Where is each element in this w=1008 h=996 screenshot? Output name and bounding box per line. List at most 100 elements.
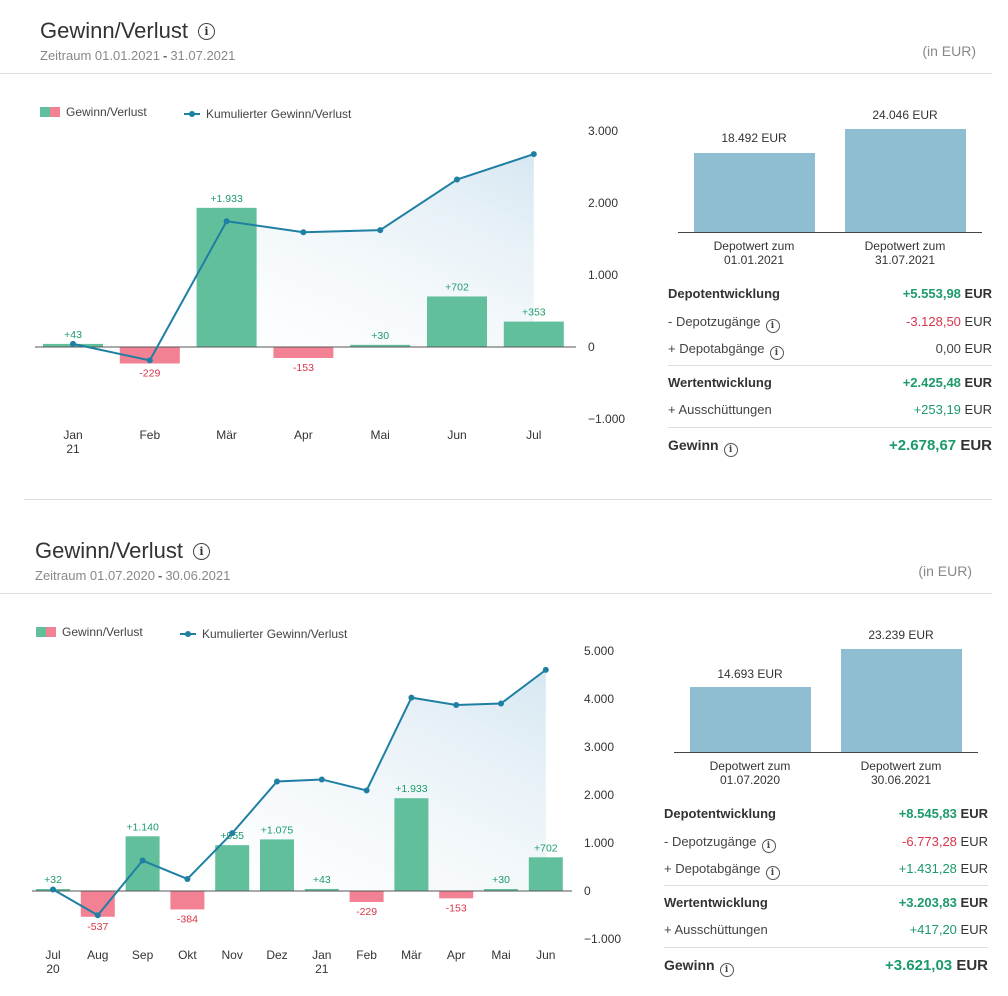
- bar: [349, 891, 384, 902]
- bar-value-label: +702: [445, 281, 469, 293]
- depot-end-date: 30.06.2021: [870, 773, 932, 787]
- bar: [125, 836, 160, 891]
- cumulative-point: [300, 229, 307, 236]
- summary-label: + Depotabgänge: [664, 861, 761, 876]
- info-icon[interactable]: i: [761, 839, 776, 853]
- summary-divider: [668, 365, 992, 366]
- x-tick-label: 21: [315, 962, 329, 976]
- cumulative-point: [377, 227, 384, 234]
- legend-swatch-line: [180, 631, 196, 637]
- period-separator: -: [157, 568, 163, 583]
- depot-baseline: [674, 752, 978, 753]
- x-tick-label: 21: [66, 442, 80, 456]
- x-tick-label: Jul: [45, 948, 60, 962]
- legend-swatch-gain: [36, 627, 46, 637]
- depot-end-bar: [841, 649, 962, 752]
- currency: EUR: [960, 861, 988, 876]
- depot-end-label-line: Depotwert zum: [864, 239, 946, 253]
- legend-bars-label: Gewinn/Verlust: [66, 105, 147, 119]
- cumulative-point: [146, 357, 153, 364]
- bar: [484, 889, 518, 891]
- x-tick-label: Jan: [312, 948, 331, 962]
- summary-label: + Depotabgänge: [668, 341, 765, 356]
- info-icon[interactable]: i: [192, 542, 210, 560]
- period-separator: -: [162, 48, 168, 63]
- bar-value-label: +353: [522, 307, 546, 319]
- cumulative-point: [498, 700, 504, 707]
- x-tick-label: Nov: [222, 948, 243, 962]
- x-tick-label: Feb: [356, 948, 377, 962]
- profit-loss-panel-12m: Gewinn/Verlust i Zeitraum 01.07.2020-30.…: [0, 520, 1008, 996]
- bar-value-label: +30: [492, 874, 510, 886]
- bar: [439, 891, 474, 899]
- bar-value-label: -384: [177, 913, 198, 925]
- legend-swatch-line: [184, 111, 200, 117]
- summary-label: - Depotzugänge: [664, 834, 757, 849]
- summary-label: Depotentwicklung: [664, 806, 776, 821]
- info-icon[interactable]: i: [765, 319, 780, 333]
- x-tick-label: Okt: [178, 948, 197, 962]
- depot-start-value: 14.693 EUR: [717, 667, 783, 681]
- depot-end-value: 24.046 EUR: [872, 108, 938, 122]
- y-tick-label: −1.000: [584, 932, 621, 946]
- legend-bars[interactable]: Gewinn/Verlust: [36, 625, 143, 639]
- currency: EUR: [964, 341, 992, 356]
- panel-header: Gewinn/Verlust i Zeitraum 01.07.2020-30.…: [0, 520, 992, 594]
- summary-label: Gewinn: [664, 957, 715, 973]
- y-tick-label: 4.000: [584, 692, 614, 706]
- x-tick-label: Aug: [87, 948, 108, 962]
- x-tick-label: Jan: [63, 428, 82, 442]
- bar-value-label: -229: [139, 367, 160, 379]
- legend-bars[interactable]: Gewinn/Verlust: [40, 105, 147, 119]
- summary-label: Gewinn: [668, 437, 719, 453]
- x-tick-label: Apr: [447, 948, 466, 962]
- depot-start-label-line: Depotwert zum: [713, 239, 795, 253]
- currency: EUR: [964, 314, 992, 329]
- x-tick-label: Feb: [139, 428, 160, 442]
- profit-loss-chart: 5.000 4.000 3.000 2.000 1.000 0 −1.000 +32 -537 +…: [32, 644, 621, 976]
- info-icon[interactable]: i: [719, 963, 734, 977]
- y-tick-label: 5.000: [584, 644, 614, 658]
- legend-swatch-loss: [50, 107, 60, 117]
- depot-start-bar: [694, 152, 815, 232]
- profit-loss-chart: 3.000 2.000 1.000 0 −1.000 +43 -229 +1.933 -153 +…: [35, 124, 625, 456]
- summary-label: - Depotzugänge: [668, 314, 761, 329]
- x-tick-label: Jun: [536, 948, 555, 962]
- cumulative-point: [229, 830, 236, 837]
- info-icon[interactable]: i: [723, 443, 738, 457]
- summary-divider: [668, 427, 992, 428]
- x-tick-label: Sep: [132, 948, 154, 962]
- summary-divider: [664, 885, 988, 886]
- y-tick-label: 2.000: [588, 196, 618, 210]
- y-tick-label: 0: [588, 340, 595, 354]
- x-tick-label: Apr: [294, 428, 313, 442]
- bar: [427, 296, 487, 347]
- bar: [119, 347, 180, 364]
- summary-value: +8.545,83: [898, 806, 957, 821]
- depot-start-value: 18.492 EUR: [721, 131, 787, 145]
- summary-value: +417,20: [909, 922, 957, 937]
- legend-line[interactable]: Kumulierter Gewinn/Verlust: [180, 627, 347, 641]
- legend-line[interactable]: Kumulierter Gewinn/Verlust: [184, 107, 351, 121]
- info-icon[interactable]: i: [197, 22, 215, 40]
- y-tick-label: 1.000: [584, 836, 614, 850]
- bar: [260, 839, 294, 891]
- cumulative-point: [274, 778, 280, 785]
- depot-end-label: Depotwert zum 30.06.2021: [831, 759, 971, 787]
- period-end: 31.07.2021: [170, 48, 236, 63]
- cumulative-point: [454, 176, 460, 183]
- cumulative-point: [139, 857, 146, 864]
- info-icon[interactable]: i: [769, 346, 784, 360]
- cumulative-point: [408, 694, 415, 701]
- unit-label: (in EUR): [922, 43, 976, 59]
- summary-value: -6.773,28: [901, 834, 957, 849]
- cumulative-point: [223, 218, 230, 225]
- y-tick-label: −1.000: [588, 412, 625, 426]
- cumulative-point: [363, 787, 370, 794]
- panel-title: Gewinn/Verlust: [35, 538, 183, 563]
- info-icon[interactable]: i: [765, 866, 780, 880]
- legend-swatch-gain: [40, 107, 50, 117]
- bar: [215, 845, 250, 891]
- summary-value: +1.431,28: [898, 861, 957, 876]
- cumulative-point: [94, 912, 101, 919]
